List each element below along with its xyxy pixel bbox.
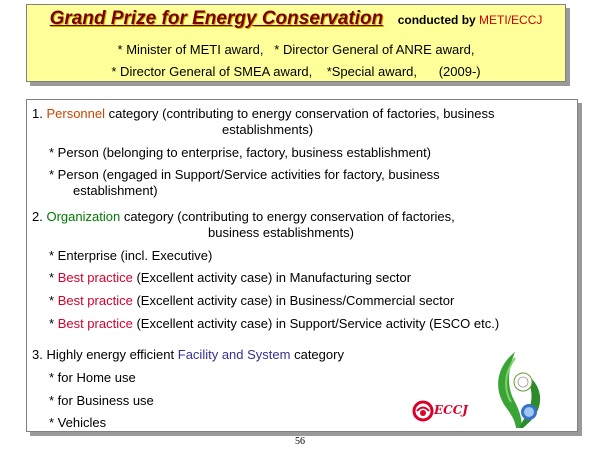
eccj-logo: ECCJ bbox=[412, 399, 472, 423]
conducted-by-org: METI/ECCJ bbox=[479, 13, 543, 27]
category-1-number: 1. bbox=[32, 106, 43, 121]
category-3-number: 3. bbox=[32, 347, 43, 362]
category-1-item: * Person (belonging to enterprise, facto… bbox=[49, 145, 432, 160]
best-practice-text: (Excellent activity case) in Support/Ser… bbox=[136, 316, 500, 331]
title-row: Grand Prize for Energy Conservation cond… bbox=[27, 8, 565, 30]
category-2-text: category (contributing to energy conserv… bbox=[123, 209, 455, 224]
best-practice-item: * Best practice (Excellent activity case… bbox=[49, 316, 499, 331]
category-3-heading: 3. Highly energy efficient Facility and … bbox=[32, 347, 344, 362]
eccj-emblem-icon bbox=[412, 400, 434, 422]
bullet: * bbox=[49, 270, 55, 285]
page-number: 56 bbox=[295, 436, 305, 447]
awards-line-1: * Minister of METI award, * Director Gen… bbox=[117, 42, 475, 57]
best-practice-label: Best practice bbox=[57, 293, 133, 308]
category-1-text: category (contributing to energy conserv… bbox=[108, 106, 495, 121]
best-practice-text: (Excellent activity case) in Manufacturi… bbox=[136, 270, 412, 285]
page-title: Grand Prize for Energy Conservation bbox=[49, 8, 384, 29]
category-1-text-cont: establishments) bbox=[222, 122, 314, 137]
bullet: * bbox=[49, 293, 55, 308]
category-3-item: * for Home use bbox=[49, 370, 136, 385]
best-practice-text: (Excellent activity case) in Business/Co… bbox=[136, 293, 455, 308]
category-2-keyword: Organization bbox=[46, 209, 121, 224]
eccj-logo-text: ECCJ bbox=[434, 403, 468, 417]
category-2-item: * Enterprise (incl. Executive) bbox=[49, 248, 213, 263]
awards-line-2: * Director General of SMEA award, *Speci… bbox=[111, 64, 481, 79]
category-1-heading: 1. Personnel category (contributing to e… bbox=[32, 106, 495, 121]
category-2-number: 2. bbox=[32, 209, 43, 224]
best-practice-label: Best practice bbox=[57, 270, 133, 285]
title-banner: Grand Prize for Energy Conservation cond… bbox=[26, 4, 566, 82]
conducted-by-label: conducted by bbox=[397, 13, 476, 27]
category-2-text-cont: business establishments) bbox=[208, 225, 354, 240]
conducted-by: conducted by METI/ECCJ bbox=[398, 13, 543, 27]
categories-panel: 1. Personnel category (contributing to e… bbox=[26, 99, 578, 432]
category-3-keyword: Facility and System bbox=[177, 347, 291, 362]
category-3-item: * Vehicles bbox=[49, 415, 107, 430]
category-3-prefix: Highly energy efficient bbox=[46, 347, 175, 362]
best-practice-item: * Best practice (Excellent activity case… bbox=[49, 293, 454, 308]
category-1-item-cont: establishment) bbox=[73, 183, 158, 198]
best-practice-item: * Best practice (Excellent activity case… bbox=[49, 270, 411, 285]
category-1-keyword: Personnel bbox=[46, 106, 106, 121]
bullet: * bbox=[49, 316, 55, 331]
best-practice-label: Best practice bbox=[57, 316, 133, 331]
category-3-item: * for Business use bbox=[49, 393, 154, 408]
category-1-item: * Person (engaged in Support/Service act… bbox=[49, 167, 440, 182]
category-3-suffix: category bbox=[294, 347, 344, 362]
energy-award-emblem-icon bbox=[498, 352, 541, 428]
category-2-heading: 2. Organization category (contributing t… bbox=[32, 209, 455, 224]
